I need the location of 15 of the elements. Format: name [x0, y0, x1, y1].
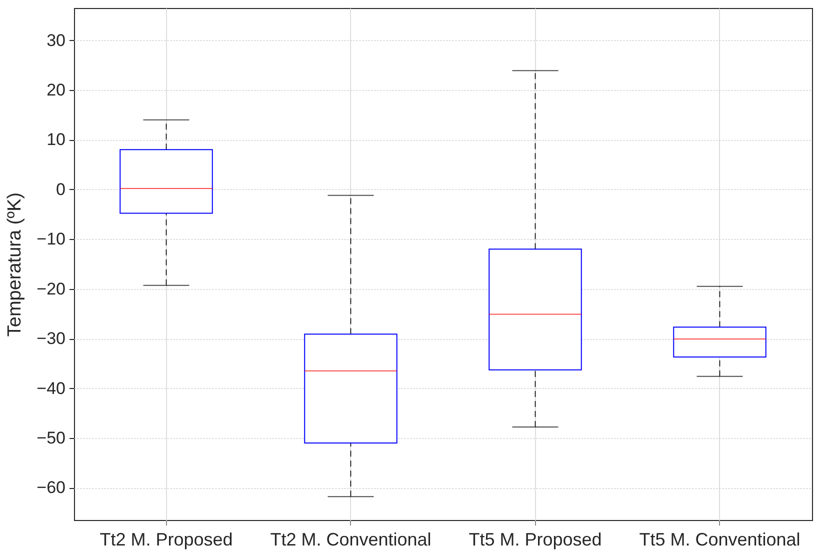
- y-tick-label: −30: [36, 329, 66, 348]
- x-tick-label: Tt5 M. Conventional: [639, 530, 800, 550]
- y-tick-label: −60: [36, 478, 66, 498]
- y-tick-label: −10: [36, 230, 66, 249]
- y-tick-label: 30: [46, 30, 66, 50]
- x-tick-label: Tt2 M. Proposed: [100, 530, 233, 550]
- y-tick-label: −50: [36, 428, 66, 448]
- x-tick-label: Tt5 M. Proposed: [468, 530, 602, 550]
- y-tick-label: 20: [46, 80, 66, 100]
- y-axis-title: Temperatura (ºK): [4, 192, 26, 337]
- x-tick-label: Tt2 M. Conventional: [270, 530, 432, 550]
- y-tick-label: −20: [36, 279, 66, 298]
- y-tick-label: 0: [56, 180, 66, 199]
- y-tick-label: 10: [46, 130, 66, 150]
- y-tick-label: −40: [36, 378, 66, 398]
